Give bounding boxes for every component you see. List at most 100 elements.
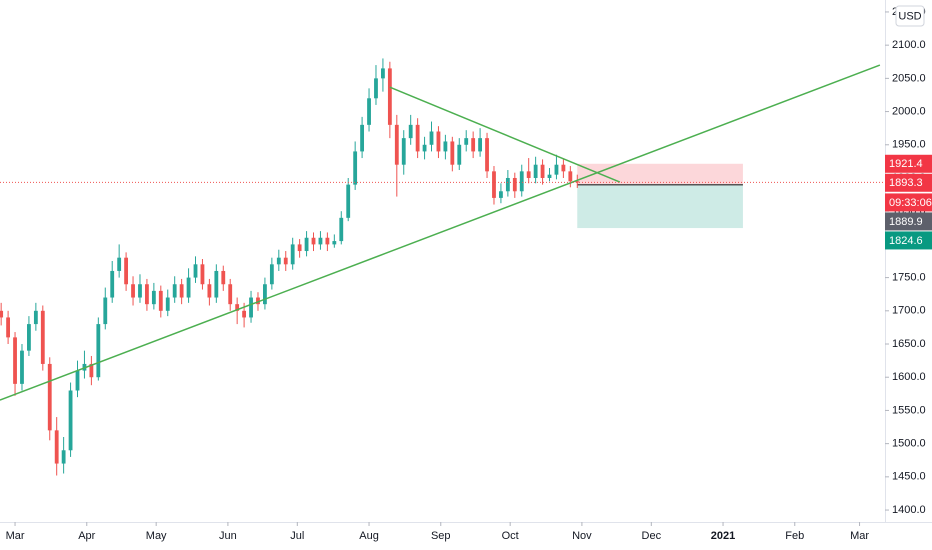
- y-tick-label: 1700.0: [892, 305, 926, 317]
- currency-badge[interactable]: [895, 5, 925, 27]
- candle-body: [158, 290, 163, 311]
- candle-body: [20, 350, 24, 384]
- candle-body: [533, 164, 538, 178]
- candle-body: [318, 237, 323, 245]
- candle-body: [360, 124, 365, 152]
- candle-body: [353, 151, 358, 185]
- x-tick-label: Aug: [359, 530, 379, 542]
- price-label-bg: [885, 193, 932, 212]
- candle-body: [429, 131, 434, 145]
- candle-body: [89, 363, 94, 378]
- candle-body: [540, 164, 545, 178]
- candle-body: [75, 370, 80, 391]
- price-label-bg: [885, 173, 932, 192]
- candle-body: [367, 98, 371, 125]
- axes: 1400.0 1450.0 1500.0 1550.0 1600.0 1650.0 1700…: [6, 6, 932, 542]
- trendline: [389, 86, 621, 183]
- candle-body: [568, 171, 573, 182]
- candle-body: [186, 277, 191, 298]
- candle-body: [492, 171, 496, 198]
- candle-body: [443, 141, 448, 152]
- plot-area: [0, 58, 885, 476]
- candle-body: [457, 144, 462, 165]
- candle-body: [151, 290, 156, 305]
- x-tick-label: Dec: [642, 530, 662, 542]
- candle-body: [485, 138, 489, 172]
- y-tick-label: 2100.0: [892, 39, 926, 51]
- candle-body: [436, 131, 441, 152]
- candle-body: [505, 177, 510, 192]
- y-tick-label: 1500.0: [892, 438, 926, 450]
- candle-body: [394, 124, 399, 165]
- candle-body: [471, 138, 476, 152]
- candle-body: [214, 270, 219, 298]
- candle-body: [47, 363, 52, 431]
- candle-body: [54, 430, 59, 464]
- candle-body: [131, 284, 135, 298]
- price-label: 1921.4: [889, 158, 923, 170]
- candle-body: [61, 450, 66, 464]
- candle-body: [422, 144, 427, 152]
- candle-body: [145, 284, 149, 305]
- y-tick-label: 1550.0: [892, 404, 926, 416]
- x-tick-label: Sep: [431, 530, 451, 542]
- candle-body: [408, 124, 413, 139]
- y-tick-label: 2000.0: [892, 105, 926, 117]
- x-tick-label: Feb: [785, 530, 804, 542]
- candle-body: [242, 310, 247, 318]
- x-tick-label: Mar: [6, 530, 25, 542]
- candle-body: [0, 310, 4, 318]
- candle-body: [547, 174, 552, 178]
- price-label: 1893.3: [889, 177, 923, 189]
- candle-body: [554, 164, 559, 175]
- x-tick-label: Oct: [502, 530, 519, 542]
- target-zone: [577, 184, 743, 229]
- candle-body: [387, 68, 392, 125]
- candle-body: [33, 310, 38, 325]
- candle-body: [200, 264, 205, 285]
- y-tick-label: 1650.0: [892, 338, 926, 350]
- candle-body: [450, 141, 455, 165]
- candle-body: [339, 217, 344, 242]
- x-tick-label: Jun: [219, 530, 237, 542]
- price-label-bg: [885, 231, 932, 250]
- price-label: 1824.6: [889, 235, 923, 247]
- x-tick-label: Mar: [850, 530, 869, 542]
- candle-body: [332, 241, 337, 245]
- candle-body: [68, 390, 73, 451]
- candle-body: [290, 244, 295, 265]
- candle-body: [124, 257, 129, 285]
- candle-body: [499, 191, 503, 198]
- price-label-bg: [885, 154, 932, 173]
- candle-body: [283, 257, 288, 265]
- candle-body: [27, 324, 31, 351]
- y-tick-label: 1600.0: [892, 371, 926, 383]
- candle-body: [297, 244, 302, 252]
- candle-body: [96, 324, 101, 378]
- candle-body: [381, 68, 385, 79]
- y-tick-label: 1400.0: [892, 504, 926, 516]
- candle-body: [415, 124, 420, 152]
- candle-body: [561, 164, 566, 172]
- candle-body: [269, 264, 274, 285]
- candle-body: [256, 297, 260, 305]
- price-label: 09:33:06: [889, 197, 932, 209]
- candle-body: [221, 270, 226, 285]
- candle-body: [263, 284, 267, 305]
- candle-body: [526, 171, 531, 178]
- x-tick-label: 2021: [711, 530, 735, 542]
- candle-body: [401, 138, 406, 165]
- candle-body: [110, 270, 115, 298]
- candle-body: [193, 264, 198, 278]
- x-tick-label: Nov: [572, 530, 592, 542]
- candle-body: [40, 310, 45, 364]
- candle-body: [325, 237, 330, 245]
- y-tick-label: 2050.0: [892, 72, 926, 84]
- trendline: [0, 64, 881, 401]
- candle-body: [207, 284, 212, 298]
- candle-body: [304, 237, 309, 252]
- candle-body: [346, 184, 351, 218]
- price-label: 1889.9: [889, 216, 923, 228]
- candle-body: [575, 181, 580, 183]
